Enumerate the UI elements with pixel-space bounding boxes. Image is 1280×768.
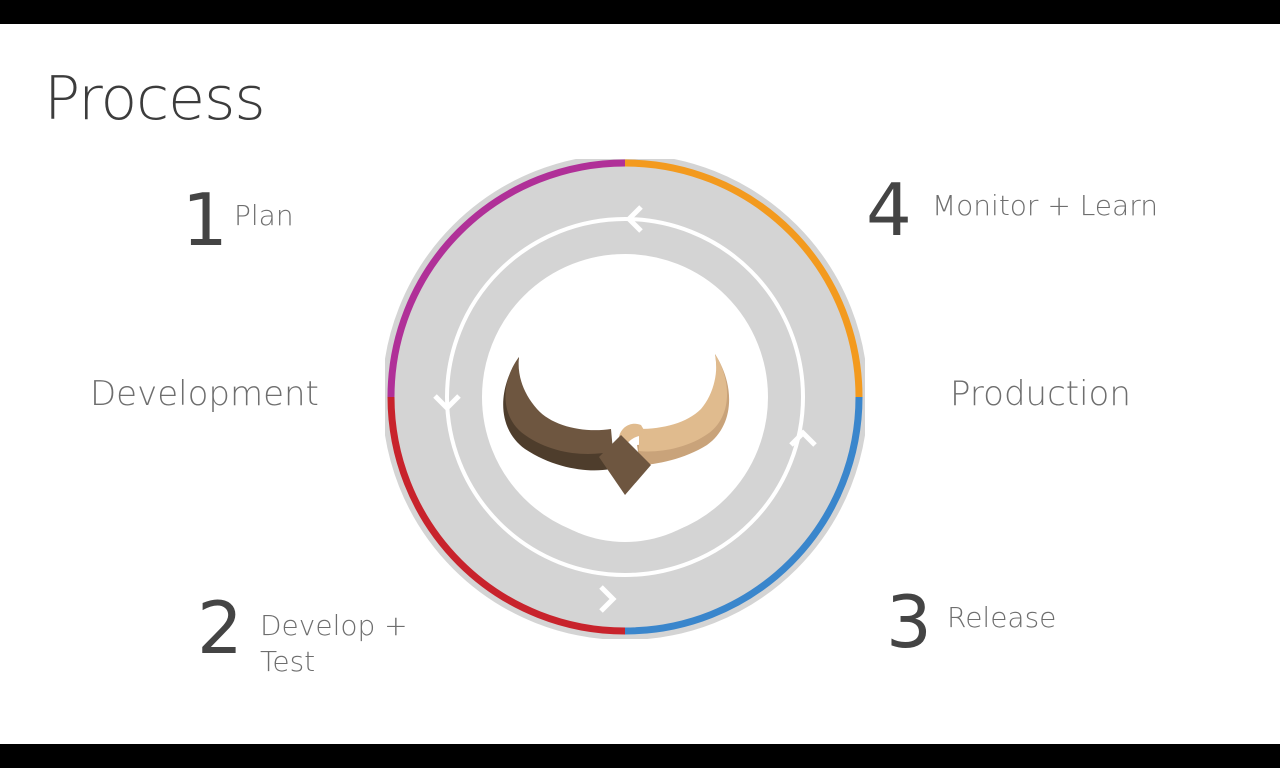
center-disc: [502, 296, 748, 542]
step-3-number: 3: [886, 580, 932, 664]
arrow-down-icon: [433, 394, 461, 412]
cycle-ring: [385, 159, 865, 639]
step-4-label: Monitor + Learn: [932, 189, 1158, 222]
step-2-label: Develop + Test: [260, 608, 408, 680]
cycle-track: [445, 217, 805, 577]
arrow-up-icon: [789, 429, 817, 447]
plan-quadrant-arc: [387, 159, 626, 398]
step-1-label: Plan: [234, 199, 294, 232]
process-cycle-diagram: [385, 159, 865, 639]
arrow-right-icon: [599, 585, 617, 613]
step-3-label: Release: [947, 601, 1057, 634]
arrow-left-icon: [625, 205, 643, 233]
slide: Process 1 Plan 4 Monitor + Learn Develop…: [0, 24, 1280, 744]
step-4-number: 4: [866, 168, 912, 252]
page-title: Process: [44, 64, 266, 134]
development-label: Development: [90, 374, 319, 414]
monitor-quadrant-arc: [624, 159, 863, 398]
develop-quadrant-arc: [387, 396, 626, 635]
step-2-label-line1: Develop +: [260, 609, 408, 642]
step-1-number: 1: [182, 178, 228, 262]
production-label: Production: [950, 374, 1131, 414]
step-2-number: 2: [197, 586, 243, 670]
step-2-label-line2: Test: [260, 645, 316, 678]
handshake-icon: [503, 354, 730, 495]
release-quadrant-arc: [624, 396, 863, 635]
